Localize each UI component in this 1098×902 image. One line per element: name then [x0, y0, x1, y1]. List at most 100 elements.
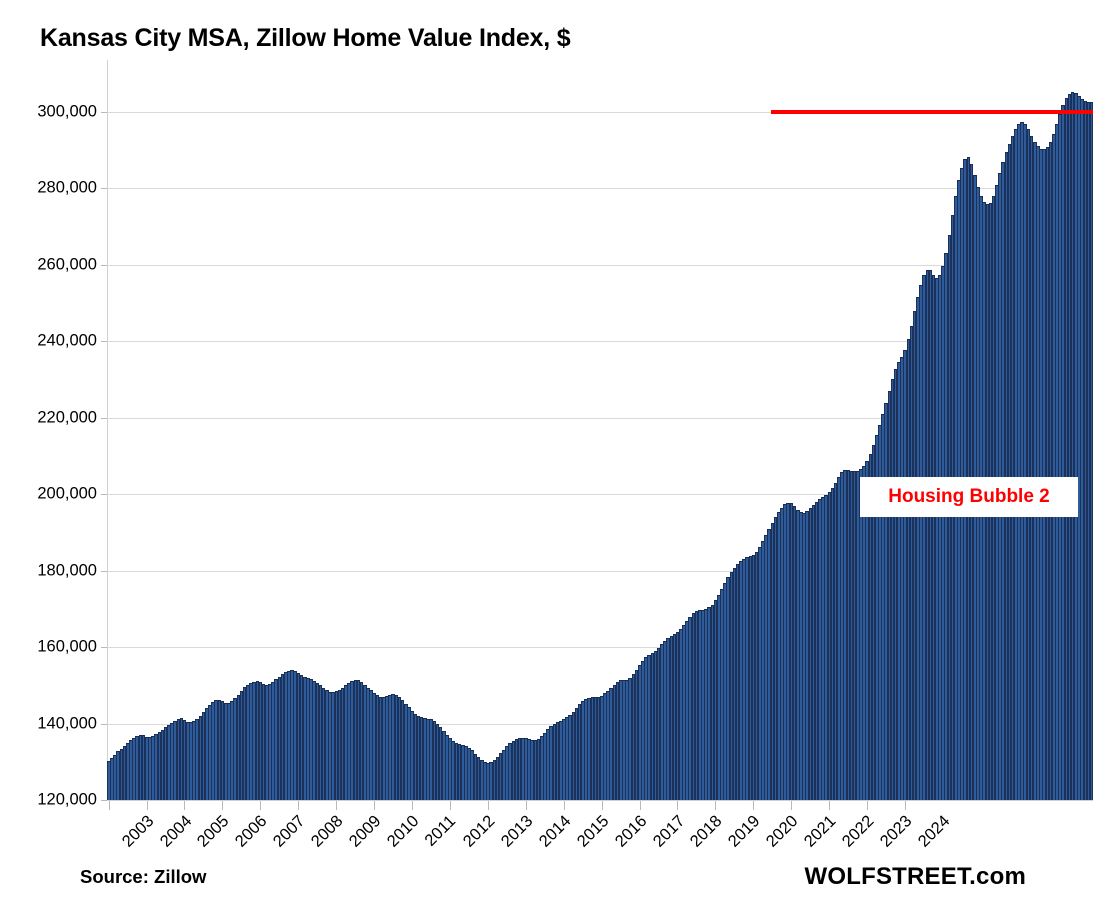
- bar: [1064, 98, 1069, 800]
- bar: [887, 390, 892, 800]
- bar: [622, 679, 626, 800]
- x-axis-tick-mark: [146, 801, 148, 810]
- bar: [618, 680, 623, 800]
- bar-series: [107, 60, 1094, 800]
- bar: [1042, 149, 1047, 800]
- bar: [634, 670, 639, 800]
- x-axis-tick-mark: [449, 801, 451, 810]
- bar: [1007, 143, 1012, 800]
- bar: [246, 684, 250, 800]
- x-axis-tick-label: 2024: [914, 812, 954, 851]
- bar: [230, 701, 234, 800]
- housing-bubble-annotation: Housing Bubble 2: [860, 477, 1078, 517]
- bar: [375, 695, 380, 800]
- x-axis-tick-mark: [184, 801, 186, 810]
- gridline: [107, 264, 1093, 266]
- bar: [148, 737, 152, 800]
- bar: [897, 361, 901, 800]
- bar: [603, 693, 607, 800]
- x-axis-tick-label: 2019: [725, 812, 764, 851]
- bar: [1032, 141, 1037, 800]
- bar: [483, 761, 487, 800]
- x-axis-tick-label: 2012: [459, 812, 499, 851]
- bar: [539, 736, 544, 800]
- y-axis-line: [107, 60, 108, 801]
- bar: [1020, 122, 1024, 800]
- x-axis-tick-label: 2003: [118, 812, 158, 851]
- x-axis-line: [107, 800, 1093, 801]
- bar: [214, 700, 219, 800]
- bar: [530, 740, 535, 800]
- bar: [502, 749, 506, 800]
- bar: [587, 697, 591, 800]
- x-axis-tick-mark: [677, 801, 679, 810]
- bar: [890, 379, 895, 800]
- bar: [441, 730, 446, 800]
- bar: [666, 637, 670, 800]
- bar: [786, 502, 791, 800]
- bar: [208, 704, 212, 800]
- bar: [138, 735, 143, 800]
- bar: [792, 506, 797, 800]
- bar: [217, 699, 222, 800]
- bar: [713, 600, 718, 800]
- bar: [334, 691, 339, 800]
- bar: [865, 460, 870, 800]
- y-axis-tick-mark: [101, 417, 107, 419]
- bar: [394, 694, 399, 800]
- bar: [486, 762, 490, 800]
- bar: [754, 551, 759, 800]
- watermark: WOLFSTREET.com: [804, 863, 1026, 890]
- bar: [720, 589, 724, 800]
- bar: [107, 761, 111, 800]
- bar: [701, 609, 705, 800]
- bar: [144, 736, 149, 800]
- bar: [328, 691, 332, 800]
- bar: [337, 689, 342, 800]
- bar: [1077, 96, 1081, 800]
- bar: [751, 554, 756, 800]
- bar: [814, 501, 819, 800]
- bar: [675, 631, 680, 800]
- bar: [716, 595, 721, 800]
- bar: [881, 413, 885, 800]
- x-axis-tick-label: 2021: [800, 812, 840, 851]
- bar: [293, 670, 298, 800]
- bar: [808, 508, 813, 800]
- bar: [802, 512, 806, 800]
- bar: [574, 708, 579, 800]
- bar: [255, 681, 260, 800]
- bar: [176, 718, 181, 800]
- bar: [1089, 102, 1094, 800]
- bar: [821, 496, 825, 800]
- bar: [830, 488, 835, 800]
- bar: [1039, 148, 1043, 800]
- y-axis-tick-mark: [101, 112, 107, 113]
- bar: [252, 681, 256, 800]
- bar: [1055, 123, 1059, 800]
- gridline: [107, 417, 1093, 419]
- bar: [726, 577, 730, 800]
- bar: [533, 740, 538, 800]
- bar: [931, 274, 936, 800]
- x-axis-tick-label: 2006: [232, 812, 271, 851]
- bar: [182, 719, 187, 800]
- bar: [378, 696, 383, 800]
- bar: [239, 690, 244, 800]
- bar: [189, 722, 193, 800]
- bar: [356, 680, 361, 800]
- bar: [1048, 141, 1053, 800]
- bar: [536, 738, 541, 800]
- bar: [1029, 135, 1034, 800]
- x-axis-tick-label: 2007: [270, 812, 309, 851]
- y-axis-tick-mark: [101, 800, 107, 801]
- gridline: [107, 341, 1093, 343]
- bar: [227, 702, 231, 800]
- x-axis-tick-label: 2023: [876, 812, 916, 851]
- gridline: [107, 112, 1093, 113]
- bar: [1067, 94, 1072, 800]
- bar: [606, 690, 610, 800]
- bar: [776, 511, 781, 800]
- bar: [211, 702, 215, 800]
